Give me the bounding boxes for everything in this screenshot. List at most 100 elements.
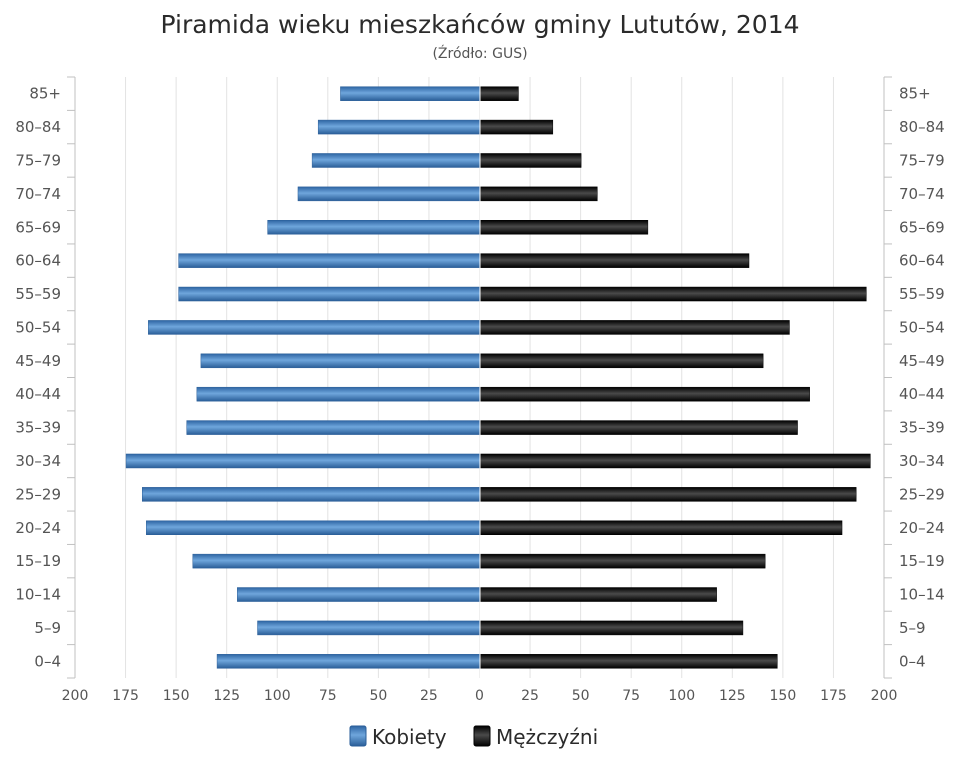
legend-swatch-mezczyzni [473, 725, 491, 747]
bar-mezczyzni[interactable] [479, 253, 750, 268]
y-tick-label: 25–29 [899, 485, 945, 503]
bar-kobiety[interactable] [200, 353, 481, 369]
bar-kobiety[interactable] [141, 487, 481, 502]
x-tick-label: 0 [475, 688, 484, 704]
y-tick-label: 50–54 [15, 318, 61, 336]
y-tick-label: 30–34 [899, 452, 945, 470]
bar-kobiety[interactable] [192, 553, 481, 569]
bars [125, 77, 871, 678]
y-tick-label: 50–54 [899, 318, 945, 336]
bar-mezczyzni[interactable] [479, 119, 554, 135]
y-tick-label: 60–64 [899, 252, 945, 270]
y-tick-label: 20–24 [15, 519, 61, 537]
y-tick-label: 15–19 [15, 552, 61, 570]
x-tick-label: 25 [420, 688, 438, 704]
legend-label-mezczyzni: Mężczyźni [496, 725, 598, 749]
x-tick-label: 100 [264, 688, 291, 704]
y-tick-label: 70–74 [15, 185, 61, 203]
bar-kobiety[interactable] [178, 286, 481, 302]
bar-mezczyzni[interactable] [479, 153, 582, 168]
legend-item-mezczyzni[interactable]: Mężczyźni [473, 725, 598, 749]
y-tick-label: 10–14 [899, 586, 945, 604]
x-tick-label: 125 [213, 688, 240, 704]
bar-kobiety[interactable] [257, 620, 481, 636]
x-tick-label: 50 [572, 688, 590, 704]
bar-mezczyzni[interactable] [479, 86, 519, 101]
legend: Kobiety Mężczyźni [349, 725, 598, 749]
y-tick-label: 60–64 [15, 252, 61, 270]
bar-mezczyzni[interactable] [479, 520, 843, 535]
y-tick-label: 0–4 [34, 652, 61, 670]
y-tick-label: 35–39 [899, 419, 945, 437]
x-tick-label: 75 [622, 688, 640, 704]
bar-kobiety[interactable] [216, 654, 481, 669]
bar-mezczyzni[interactable] [479, 286, 867, 302]
bar-mezczyzni[interactable] [479, 587, 717, 602]
legend-swatch-kobiety [349, 725, 367, 747]
x-tick-label: 25 [521, 688, 539, 704]
x-tick-label: 75 [319, 688, 337, 704]
x-tick-label: 50 [369, 688, 387, 704]
x-tick-label: 125 [719, 688, 746, 704]
y-tick-label: 55–59 [899, 285, 945, 303]
bar-kobiety[interactable] [146, 520, 481, 535]
bar-mezczyzni[interactable] [479, 386, 810, 402]
y-tick-label: 25–29 [15, 485, 61, 503]
y-tick-label: 75–79 [899, 151, 945, 169]
x-tick-label: 175 [112, 688, 139, 704]
y-tick-label: 85+ [899, 85, 931, 103]
x-tick-label: 200 [62, 688, 89, 704]
bar-kobiety[interactable] [311, 153, 481, 168]
bar-kobiety[interactable] [297, 186, 481, 202]
bar-mezczyzni[interactable] [479, 220, 649, 235]
y-tick-label: 35–39 [15, 419, 61, 437]
bar-kobiety[interactable] [317, 119, 481, 135]
y-tick-label: 10–14 [15, 586, 61, 604]
y-tick-label: 80–84 [15, 118, 61, 136]
bar-mezczyzni[interactable] [479, 353, 764, 369]
y-tick-label: 45–49 [899, 352, 945, 370]
bar-mezczyzni[interactable] [479, 420, 798, 435]
legend-label-kobiety: Kobiety [372, 725, 447, 749]
bar-kobiety[interactable] [340, 86, 481, 101]
y-tick-label: 5–9 [899, 619, 926, 637]
bar-kobiety[interactable] [267, 220, 481, 235]
y-tick-label: 30–34 [15, 452, 61, 470]
bar-mezczyzni[interactable] [479, 320, 790, 335]
y-tick-label: 5–9 [34, 619, 61, 637]
legend-item-kobiety[interactable]: Kobiety [349, 725, 447, 749]
chart-subtitle: (Źródło: GUS) [432, 44, 527, 62]
y-tick-label: 45–49 [15, 352, 61, 370]
bar-mezczyzni[interactable] [479, 487, 857, 502]
bar-kobiety[interactable] [196, 386, 481, 402]
bar-kobiety[interactable] [178, 253, 481, 268]
y-tick-label: 15–19 [899, 552, 945, 570]
y-axis-left: 85+ 80–84 75–79 70–74 65–69 60–64 55–59 50–54 45… [15, 76, 76, 679]
bar-kobiety[interactable] [237, 587, 481, 602]
y-tick-label: 40–44 [15, 385, 61, 403]
bar-mezczyzni[interactable] [479, 620, 744, 636]
y-tick-label: 65–69 [899, 218, 945, 236]
y-tick-label: 40–44 [899, 385, 945, 403]
x-tick-label: 175 [820, 688, 847, 704]
x-tick-label: 200 [871, 688, 898, 704]
bar-kobiety[interactable] [125, 453, 481, 469]
bar-mezczyzni[interactable] [479, 654, 778, 669]
bar-kobiety[interactable] [186, 420, 481, 435]
bar-mezczyzni[interactable] [479, 553, 766, 569]
chart-title: Piramida wieku mieszkańców gminy Lututów… [160, 10, 799, 39]
x-tick-label: 100 [668, 688, 695, 704]
x-tick-label: 150 [770, 688, 797, 704]
bar-mezczyzni[interactable] [479, 186, 598, 202]
y-tick-label: 75–79 [15, 151, 61, 169]
y-tick-label: 0–4 [899, 652, 926, 670]
y-tick-label: 65–69 [15, 218, 61, 236]
bar-kobiety[interactable] [148, 320, 481, 335]
y-tick-label: 80–84 [899, 118, 945, 136]
y-axis-right: 85+ 80–84 75–79 70–74 65–69 60–64 55–59 50–54 45… [883, 76, 945, 679]
x-tick-label: 150 [163, 688, 190, 704]
x-axis: 200 175 150 125 100 75 50 25 0 25 50 75 100 125 150 175… [62, 688, 898, 704]
bar-mezczyzni[interactable] [479, 453, 871, 469]
y-tick-label: 70–74 [899, 185, 945, 203]
